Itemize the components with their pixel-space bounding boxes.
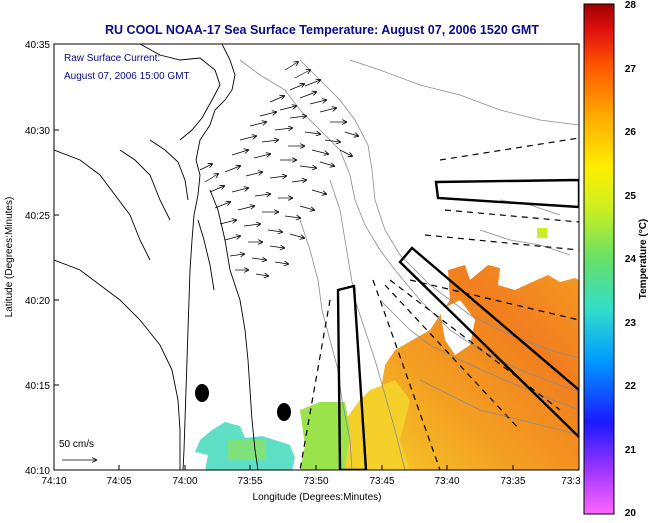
coastline [54, 44, 259, 470]
x-tick-label: 74:00 [172, 476, 197, 487]
x-tick-label: 73:55 [237, 476, 262, 487]
x-tick-label: 73:3 [561, 476, 581, 487]
y-axis: 40:35 40:30 40:25 40:20 40:15 40:10 [25, 40, 50, 477]
y-axis-label: Latitude (Degrees:Minutes) [4, 197, 15, 318]
scale-label: 50 cm/s [59, 439, 94, 450]
y-tick-label: 40:15 [25, 381, 50, 392]
colorbar-ticks: 28 27 26 25 24 23 22 21 20 [625, 0, 637, 519]
colorbar-tick-label: 27 [625, 64, 637, 75]
inset-line2: August 07, 2006 15:00 GMT [64, 71, 190, 82]
y-tick-label: 40:20 [25, 296, 50, 307]
x-tick-label: 74:05 [106, 476, 131, 487]
x-axis: 74:10 74:05 74:00 73:55 73:50 73:45 73:4… [41, 476, 581, 487]
y-tick-label: 40:25 [25, 211, 50, 222]
colorbar-tick-label: 21 [625, 445, 637, 456]
y-tick-label: 40:10 [25, 466, 50, 477]
station-marker [277, 403, 291, 421]
x-tick-label: 74:10 [41, 476, 66, 487]
radial-dashed-lines [299, 137, 579, 470]
inset-line1: Raw Surface Current: [64, 53, 160, 64]
x-tick-label: 73:50 [303, 476, 328, 487]
sst-cool-region [300, 402, 350, 470]
y-tick-label: 40:35 [25, 40, 50, 51]
current-vectors [199, 62, 358, 276]
x-axis-label: Longitude (Degrees:Minutes) [253, 492, 382, 503]
colorbar-tick-label: 28 [625, 0, 637, 11]
chart-title: RU COOL NOAA-17 Sea Surface Temperature:… [105, 23, 539, 37]
y-tick-marks [54, 129, 59, 386]
x-tick-marks [118, 465, 514, 470]
bathymetry-contours [239, 59, 579, 470]
colorbar-tick-label: 26 [625, 127, 637, 138]
colorbar-tick-label: 24 [625, 254, 637, 265]
y-tick-label: 40:30 [25, 126, 50, 137]
colorbar-tick-label: 25 [625, 191, 637, 202]
radar-beams [336, 178, 579, 470]
x-tick-label: 73:40 [434, 476, 459, 487]
colorbar-tick-label: 20 [625, 508, 637, 518]
x-tick-label: 73:45 [369, 476, 394, 487]
colorbar-tick-label: 22 [625, 381, 637, 392]
colorbar-label: Temperature (°C) [638, 219, 649, 300]
x-tick-label: 73:35 [500, 476, 525, 487]
plot-area [54, 44, 579, 470]
colorbar [583, 3, 615, 515]
colorbar-tick-label: 23 [625, 318, 637, 329]
station-marker [195, 384, 209, 402]
sst-mid-region [340, 380, 410, 470]
